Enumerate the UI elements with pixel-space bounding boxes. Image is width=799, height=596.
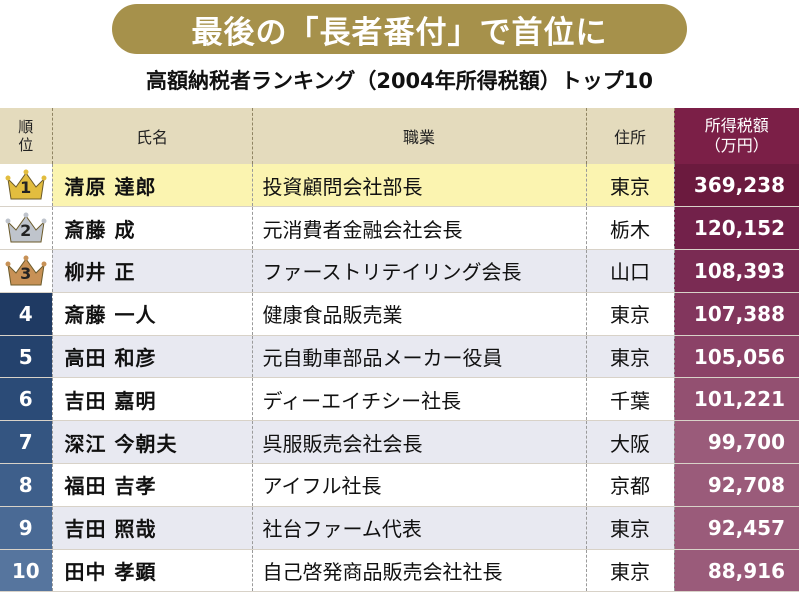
rank-cell: 10 [0, 549, 53, 593]
occupation-cell: 自己啓発商品販売会社社長 [252, 549, 587, 593]
page-title: 最後の「長者番付」で首位に [191, 14, 608, 51]
name-cell: 柳井 正 [52, 249, 253, 293]
crown-icon: 2 [4, 210, 48, 246]
rank-number: 1 [20, 178, 32, 198]
occupation-cell: 健康食品販売業 [252, 292, 587, 336]
rank-cell: 2 [0, 206, 53, 251]
crown-icon: 1 [4, 167, 48, 203]
table-row: 10 田中 孝顕 自己啓発商品販売会社社長 東京 88,916 [0, 549, 799, 593]
table-row: 3 柳井 正ファーストリテイリング会長 山口 108,393 [0, 249, 799, 293]
name-cell: 斎藤 一人 [52, 292, 253, 336]
table-row: 8 福田 吉孝 アイフル社長 京都 92,708 [0, 463, 799, 507]
rank-cell: 9 [0, 506, 53, 550]
rank-number: 4 [18, 301, 33, 326]
tax-amount-cell: 120,152 [674, 206, 799, 251]
rank-cell: 3 [0, 249, 53, 293]
title-banner: 最後の「長者番付」で首位に [112, 4, 687, 54]
header-rank: 順位 [0, 108, 53, 164]
ranking-table: 順位 氏名 職業 住所 所得税額 （万円） 1 清原 達郎 投資顧問会社部長 東京 36… [0, 108, 799, 593]
rank-number: 3 [20, 263, 32, 283]
name-cell: 田中 孝顕 [52, 549, 253, 593]
location-cell: 東京 [586, 164, 675, 208]
rank-number: 6 [18, 387, 33, 412]
table-row: 5 高田 和彦 元自動車部品メーカー役員 東京 105,056 [0, 335, 799, 379]
tax-amount-cell: 88,916 [674, 549, 799, 593]
rank-cell: 4 [0, 292, 53, 336]
table-row: 1 清原 達郎 投資顧問会社部長 東京 369,238 [0, 164, 799, 208]
rank-number: 5 [18, 344, 33, 369]
location-cell: 東京 [586, 506, 675, 550]
header-job: 職業 [252, 108, 587, 164]
header-location: 住所 [586, 108, 675, 164]
tax-amount-cell: 99,700 [674, 420, 799, 465]
tax-amount-cell: 108,393 [674, 249, 799, 293]
name-cell: 深江 今朝夫 [52, 420, 253, 465]
occupation-cell: ディーエイチシー社長 [252, 377, 587, 422]
rank-number: 9 [18, 515, 33, 540]
table-row: 9 吉田 照哉 社台ファーム代表 東京 92,457 [0, 506, 799, 550]
table-row: 6 吉田 嘉明 ディーエイチシー社長 千葉 101,221 [0, 377, 799, 422]
tax-amount-cell: 107,388 [674, 292, 799, 336]
rank-number: 2 [20, 221, 32, 241]
header-name: 氏名 [52, 108, 253, 164]
rank-cell: 8 [0, 463, 53, 507]
location-cell: 京都 [586, 463, 675, 507]
rank-cell: 7 [0, 420, 53, 465]
table-header-row: 順位 氏名 職業 住所 所得税額 （万円） [0, 108, 799, 164]
occupation-cell: ファーストリテイリング会長 [252, 249, 587, 293]
tax-amount-cell: 369,238 [674, 164, 799, 208]
tax-amount-cell: 92,708 [674, 463, 799, 507]
location-cell: 栃木 [586, 206, 675, 251]
occupation-cell: 投資顧問会社部長 [252, 164, 587, 208]
location-cell: 山口 [586, 249, 675, 293]
location-cell: 東京 [586, 335, 675, 379]
header-tax-unit: （万円） [704, 136, 769, 155]
tax-amount-cell: 105,056 [674, 335, 799, 379]
crown-icon: 3 [4, 253, 48, 289]
occupation-cell: アイフル社長 [252, 463, 587, 507]
table-row: 2 斎藤 成元消費者金融会社会長 栃木 120,152 [0, 206, 799, 251]
rank-cell: 1 [0, 164, 53, 208]
rank-number: 10 [11, 558, 40, 583]
table-row: 7 深江 今朝夫 呉服販売会社会長 大阪 99,700 [0, 420, 799, 465]
location-cell: 東京 [586, 292, 675, 336]
header-rank-label: 順位 [18, 118, 34, 154]
rank-cell: 6 [0, 377, 53, 422]
tax-amount-cell: 101,221 [674, 377, 799, 422]
header-tax-label: 所得税額 [704, 116, 769, 135]
name-cell: 吉田 嘉明 [52, 377, 253, 422]
rank-cell: 5 [0, 335, 53, 379]
tax-amount-cell: 92,457 [674, 506, 799, 550]
table-subtitle: 高額納税者ランキング（2004年所得税額）トップ10 [145, 69, 654, 93]
rank-number: 7 [18, 430, 33, 455]
name-cell: 高田 和彦 [52, 335, 253, 379]
header-tax: 所得税額 （万円） [674, 108, 799, 164]
rank-number: 8 [18, 472, 33, 497]
occupation-cell: 呉服販売会社会長 [252, 420, 587, 465]
occupation-cell: 社台ファーム代表 [252, 506, 587, 550]
name-cell: 斎藤 成 [52, 206, 253, 251]
name-cell: 福田 吉孝 [52, 463, 253, 507]
location-cell: 東京 [586, 549, 675, 593]
occupation-cell: 元消費者金融会社会長 [252, 206, 587, 251]
name-cell: 吉田 照哉 [52, 506, 253, 550]
location-cell: 千葉 [586, 377, 675, 422]
name-cell: 清原 達郎 [52, 164, 253, 208]
occupation-cell: 元自動車部品メーカー役員 [252, 335, 587, 379]
table-row: 4 斎藤 一人 健康食品販売業 東京 107,388 [0, 292, 799, 336]
location-cell: 大阪 [586, 420, 675, 465]
